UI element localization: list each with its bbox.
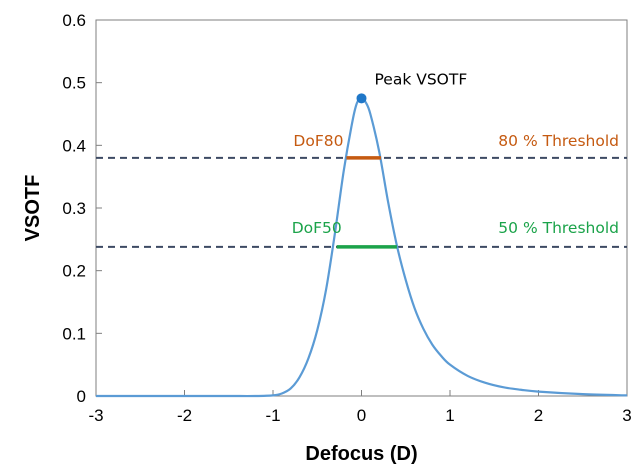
plot-area	[95, 19, 628, 398]
y-tick-label: 0.1	[62, 324, 86, 343]
threshold-50-label: 50 % Threshold	[498, 219, 619, 237]
x-tick-label: 2	[534, 406, 543, 425]
y-axis-title: VSOTF	[22, 175, 44, 242]
threshold-80-label: 80 % Threshold	[498, 132, 619, 150]
x-tick-label: -3	[88, 406, 103, 425]
dof50-label: DoF50	[292, 219, 342, 237]
x-tick-label: 3	[622, 406, 631, 425]
vsotf-curve	[95, 97, 628, 398]
dof80-label: DoF80	[293, 132, 343, 150]
x-tick-label: -2	[177, 406, 192, 425]
y-tick-label: 0.6	[62, 11, 86, 30]
y-tick-label: 0.3	[62, 199, 86, 218]
plot-border	[95, 19, 628, 397]
x-axis-title: Defocus (D)	[305, 443, 417, 465]
y-tick-label: 0	[77, 387, 86, 406]
x-tick-label: -1	[265, 406, 280, 425]
x-tick-label: 1	[445, 406, 454, 425]
y-tick-label: 0.4	[62, 136, 86, 155]
tick-labels: 0 0.1 0.2 0.3 0.4 0.5 0.6 -3 -2 -1 0 1 2 3	[62, 11, 631, 425]
x-tick-label: 0	[357, 406, 366, 425]
y-tick-label: 0.5	[62, 74, 86, 93]
y-tick-label: 0.2	[62, 262, 86, 281]
peak-label: Peak VSOTF	[375, 70, 468, 88]
peak-marker	[356, 93, 367, 104]
